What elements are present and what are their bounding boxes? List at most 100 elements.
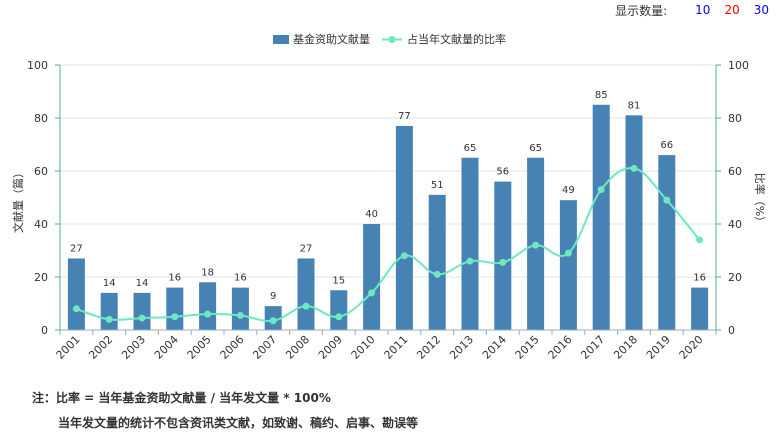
bar-value-label: 14 [103,278,116,289]
y-right-tick-label: 80 [728,112,742,125]
x-tick-label: 2010 [349,333,378,362]
x-tick-label: 2007 [250,333,279,362]
y-axis-right-label: 比率（%） [753,173,767,227]
ratio-point[interactable] [105,315,113,323]
display-count-option-20[interactable]: 20 [724,3,740,17]
bar-value-label: 27 [70,243,83,254]
ratio-point[interactable] [564,249,572,257]
bar[interactable] [592,104,610,330]
x-tick-label: 2019 [644,333,673,362]
x-tick-label: 2013 [447,333,476,362]
footnote-exclusions: 当年发文量的统计不包含资讯类文献，如致谢、稿约、启事、勘误等 [58,416,419,430]
bar-value-label: 27 [300,243,313,254]
legend-line-label[interactable]: 占当年文献量的比率 [407,32,506,46]
footnote-ratio: 注：比率 = 当年基金资助文献量 / 当年发文量 * 100% [32,391,331,405]
ratio-point[interactable] [400,252,408,260]
x-tick-label: 2016 [546,333,575,362]
x-tick-label: 2009 [316,333,345,362]
x-tick-label: 2014 [480,333,509,362]
bar[interactable] [461,157,479,330]
ratio-point[interactable] [138,314,146,322]
x-tick-label: 2008 [283,333,312,362]
ratio-point[interactable] [204,310,212,318]
bar-value-label: 65 [464,143,477,154]
bar[interactable] [494,181,512,330]
ratio-point[interactable] [630,164,638,172]
line-series [72,164,704,325]
ratio-point[interactable] [302,302,310,310]
bar-value-label: 16 [168,273,181,284]
ratio-line [76,167,701,323]
ratio-point[interactable] [532,241,540,249]
y-right-tick-label: 60 [728,165,742,178]
bar-value-label: 49 [562,185,575,196]
bar[interactable] [428,194,446,330]
ratio-point[interactable] [368,289,376,297]
bar[interactable] [67,258,85,330]
legend-bar-label[interactable]: 基金资助文献量 [293,32,370,46]
bar-value-label: 56 [496,167,509,178]
ratio-point[interactable] [499,258,507,266]
ratio-point[interactable] [663,196,671,204]
x-tick-label: 2005 [185,333,214,362]
display-count-option-10[interactable]: 10 [695,3,711,17]
bar-value-label: 85 [595,90,608,101]
ratio-point[interactable] [236,311,244,319]
bar[interactable] [199,282,217,330]
bar[interactable] [559,200,577,330]
y-right-tick-label: 40 [728,218,742,231]
bar[interactable] [297,258,315,330]
bar-value-label: 81 [628,100,641,111]
legend-bar-swatch[interactable] [273,35,289,44]
y-left-tick-label: 80 [34,112,48,125]
y-left-tick-label: 60 [34,165,48,178]
bar[interactable] [231,287,249,330]
ratio-point[interactable] [466,257,474,265]
bar-series [67,104,709,330]
y-left-tick-label: 0 [41,324,48,337]
ratio-point[interactable] [269,317,277,325]
x-tick-label: 2020 [677,333,706,362]
x-tick-label: 2015 [513,333,542,362]
bar[interactable] [658,155,676,330]
display-count-bar: 显示数量: 10 20 30 [615,0,769,20]
bar[interactable] [691,287,709,330]
ratio-point[interactable] [696,236,704,244]
grid-lines [60,64,716,278]
y-right-tick-label: 0 [728,324,735,337]
y-left-tick-label: 100 [27,59,48,72]
x-tick-label: 2012 [414,333,443,362]
bar-value-label: 77 [398,111,411,122]
bar-value-label: 9 [270,291,276,302]
bar[interactable] [133,292,151,330]
bar-value-label: 16 [234,273,247,284]
ratio-point[interactable] [171,313,179,321]
bar-value-label: 15 [332,275,345,286]
bar[interactable] [395,125,413,330]
bar-value-label: 14 [136,278,149,289]
ratio-point[interactable] [433,270,441,278]
bar-value-label: 65 [529,143,542,154]
bar-value-label: 51 [431,180,444,191]
legend-line-marker[interactable] [388,36,396,43]
x-tick-label: 2002 [86,333,115,362]
bar-value-label: 66 [660,140,673,151]
bar[interactable] [363,224,381,330]
bar-value-label: 40 [365,209,378,220]
x-tick-label: 2011 [382,333,411,362]
ratio-point[interactable] [597,186,605,194]
legend: 基金资助文献量 占当年文献量的比率 [273,32,506,46]
display-count-option-30[interactable]: 30 [753,3,769,17]
bar[interactable] [625,115,643,330]
ratio-point[interactable] [335,313,343,321]
y-right-tick-label: 20 [728,271,742,284]
bar[interactable] [330,290,348,330]
ratio-point[interactable] [72,305,80,313]
y-left-tick-label: 20 [34,271,48,284]
bar[interactable] [166,287,184,330]
bar[interactable] [100,292,118,330]
x-tick-label: 2001 [54,333,83,362]
x-tick-label: 2004 [152,333,181,362]
x-tick-label: 2003 [119,333,148,362]
